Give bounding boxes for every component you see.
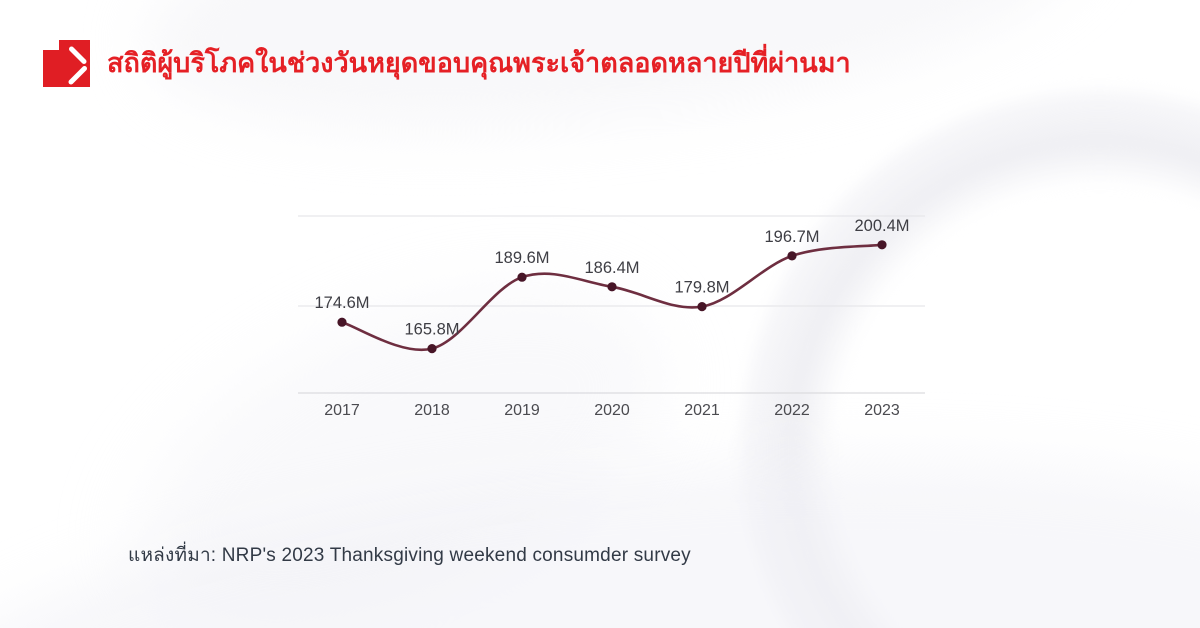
value-label: 179.8M	[674, 279, 729, 297]
x-tick-label: 2020	[594, 402, 630, 419]
value-label: 186.4M	[584, 259, 639, 277]
source-note: แหล่งที่มา: NRP's 2023 Thanksgiving week…	[128, 545, 691, 566]
header: สถิติผู้บริโภคในช่วงวันหยุดขอบคุณพระเจ้า…	[43, 40, 851, 87]
value-label: 200.4M	[854, 217, 909, 235]
value-label: 165.8M	[404, 321, 459, 339]
data-point	[787, 251, 797, 261]
value-label: 189.6M	[494, 249, 549, 267]
x-tick-label: 2018	[414, 402, 450, 419]
brand-logo-icon	[43, 40, 90, 87]
x-tick-label: 2023	[864, 402, 900, 419]
data-point	[697, 302, 707, 312]
x-tick-label: 2017	[324, 402, 360, 419]
data-point	[517, 272, 527, 282]
data-point	[877, 240, 887, 250]
x-tick-label: 2022	[774, 402, 810, 419]
data-point	[337, 317, 347, 327]
x-tick-label: 2021	[684, 402, 720, 419]
data-point	[607, 282, 617, 292]
data-point	[427, 344, 437, 354]
page-title: สถิติผู้บริโภคในช่วงวันหยุดขอบคุณพระเจ้า…	[107, 47, 851, 78]
value-label: 196.7M	[764, 228, 819, 246]
x-tick-label: 2019	[504, 402, 540, 419]
value-label: 174.6M	[314, 294, 369, 312]
